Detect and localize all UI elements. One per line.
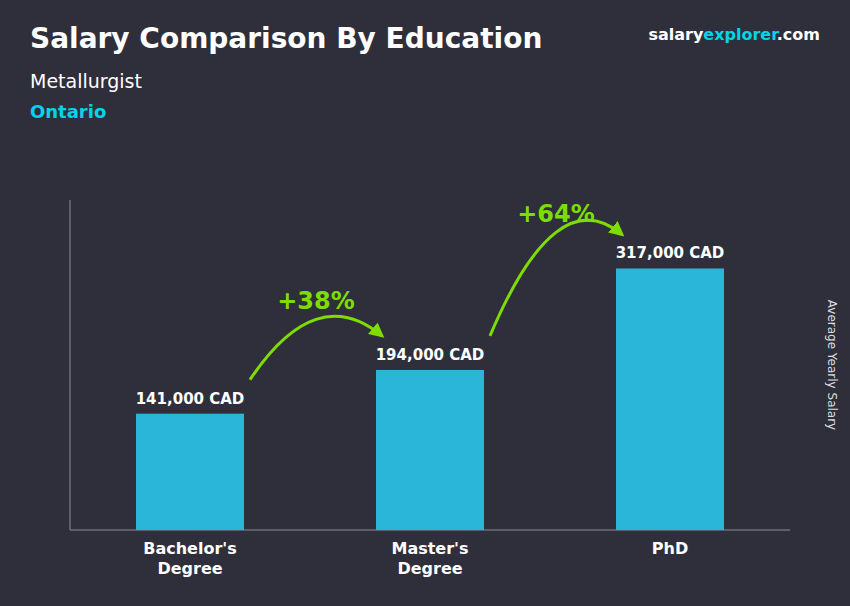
- chart: Salary Comparison By Education Metallurgi…: [0, 0, 850, 606]
- x-tick-label: Master'sDegree: [391, 539, 468, 578]
- x-tick-label-line: Master's: [391, 539, 468, 558]
- subtitle: Metallurgist: [30, 70, 142, 92]
- x-tick-label-line: PhD: [652, 539, 688, 558]
- data-label: 317,000 CAD: [616, 244, 725, 262]
- watermark-part: explorer: [703, 25, 779, 44]
- x-tick-label-line: Degree: [157, 559, 222, 578]
- y-axis-label: Average Yearly Salary: [825, 300, 839, 430]
- watermark-part: .com: [777, 25, 820, 44]
- background: [0, 0, 850, 606]
- x-tick-label-line: Degree: [397, 559, 462, 578]
- annotation: +64%: [517, 200, 595, 228]
- x-tick-label: PhD: [652, 539, 688, 558]
- x-tick-label-line: Bachelor's: [143, 539, 237, 558]
- bar: [376, 370, 484, 530]
- x-axis-line: [70, 530, 790, 531]
- watermark: salaryexplorer.com: [648, 25, 820, 44]
- watermark-part: salary: [648, 25, 703, 44]
- annotation: +38%: [277, 287, 355, 315]
- title: Salary Comparison By Education: [30, 22, 542, 55]
- annotation-arrow: [250, 316, 382, 379]
- data-label: 141,000 CAD: [136, 390, 245, 408]
- data-label: 194,000 CAD: [376, 346, 485, 364]
- y-axis-line: [70, 200, 71, 530]
- bar: [136, 414, 244, 530]
- x-tick-label: Bachelor'sDegree: [143, 539, 237, 578]
- bar: [616, 268, 724, 530]
- annotation-arrow: [490, 220, 622, 336]
- subtitle: Ontario: [30, 101, 106, 122]
